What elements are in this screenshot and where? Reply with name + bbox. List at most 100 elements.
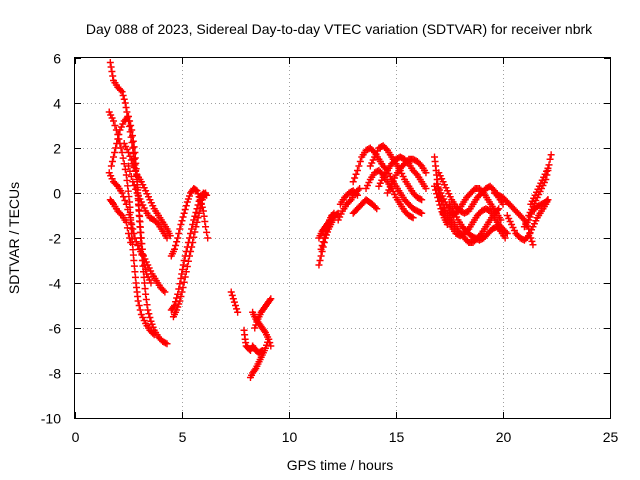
data-point: [161, 288, 169, 296]
data-point: [183, 263, 191, 270]
data-point: [171, 245, 179, 253]
data-point: [229, 295, 237, 303]
data-point: [316, 257, 324, 264]
data-point: [121, 197, 129, 204]
chart-title: Day 088 of 2023, Sidereal Day-to-day VTE…: [86, 21, 593, 37]
data-point: [108, 158, 116, 165]
data-point: [111, 149, 119, 156]
data-point: [173, 238, 181, 246]
data-point: [111, 122, 119, 129]
data-point: [127, 122, 135, 129]
data-point: [108, 68, 116, 75]
data-point: [198, 203, 206, 211]
data-point: [115, 131, 123, 138]
data-point: [543, 197, 551, 205]
data-point: [185, 252, 193, 260]
data-point: [356, 185, 364, 192]
data-point: [126, 117, 134, 125]
data-point: [545, 161, 553, 169]
data-point: [495, 226, 503, 234]
data-point: [129, 150, 137, 158]
data-point: [109, 72, 117, 80]
data-point: [501, 234, 509, 242]
data-point: [179, 213, 187, 221]
x-tick-label: 5: [179, 429, 187, 445]
data-point: [123, 108, 131, 116]
data-point: [189, 239, 197, 246]
data-point: [178, 288, 186, 296]
data-point: [119, 154, 127, 162]
data-point: [179, 266, 187, 273]
data-point: [123, 224, 131, 232]
y-tick-labels: -10 -8 -6 -4 -2 0 2 4 6: [41, 51, 61, 427]
data-point: [129, 225, 137, 233]
data-point: [499, 200, 507, 208]
data-point: [267, 342, 275, 350]
data-point: [142, 266, 150, 273]
data-point: [352, 170, 360, 178]
data-point: [150, 331, 158, 339]
data-point: [378, 170, 386, 177]
data-point: [319, 238, 327, 246]
data-point: [117, 210, 125, 218]
data-point: [547, 151, 555, 159]
y-tick-label: 2: [53, 141, 61, 157]
data-point: [192, 223, 200, 231]
data-point: [194, 214, 202, 222]
data-point: [125, 230, 132, 237]
data-point: [418, 196, 426, 204]
data-point: [162, 339, 170, 347]
data-point: [110, 117, 118, 125]
data-point: [178, 217, 186, 225]
data-point: [182, 268, 190, 276]
data-point: [172, 242, 180, 249]
data-point: [118, 149, 126, 156]
data-point: [265, 335, 273, 343]
data-point: [544, 196, 552, 204]
data-point: [422, 185, 430, 192]
data-point: [107, 162, 115, 170]
data-point: [124, 206, 132, 213]
data-point: [476, 231, 484, 239]
data-point: [176, 297, 184, 305]
y-axis-label: SDTVAR / TECUs: [6, 182, 22, 294]
data-point: [120, 160, 128, 168]
data-point: [266, 339, 274, 347]
data-point: [143, 301, 151, 309]
data-point: [122, 200, 130, 208]
data-point: [328, 212, 336, 219]
data-point: [182, 202, 190, 210]
data-point: [233, 305, 241, 313]
data-point: [174, 234, 182, 242]
data-point: [132, 185, 140, 193]
data-point: [266, 296, 274, 304]
data-point: [232, 302, 239, 309]
data-point: [258, 347, 266, 354]
data-point: [146, 314, 154, 321]
y-tick-label: -6: [49, 321, 62, 337]
data-point: [371, 203, 379, 211]
data-point: [502, 228, 510, 236]
data-point: [110, 153, 118, 161]
data-point: [416, 209, 424, 216]
data-point: [114, 135, 122, 143]
x-axis-label: GPS time / hours: [287, 457, 394, 473]
data-point: [436, 201, 444, 209]
data-point: [135, 302, 143, 309]
data-point: [355, 162, 363, 170]
data-point: [163, 340, 171, 348]
data-point: [159, 287, 167, 294]
data-point: [121, 99, 129, 107]
data-point: [519, 215, 527, 222]
data-point: [191, 228, 199, 236]
data-point: [204, 234, 212, 242]
data-point: [120, 95, 128, 103]
y-tick-label: -8: [49, 366, 62, 382]
data-point: [200, 212, 208, 220]
data-point: [128, 139, 136, 147]
data-point: [122, 104, 130, 111]
data-point: [132, 238, 140, 246]
data-point: [409, 214, 417, 222]
data-point: [529, 241, 537, 249]
y-tick-label: 4: [53, 96, 61, 112]
